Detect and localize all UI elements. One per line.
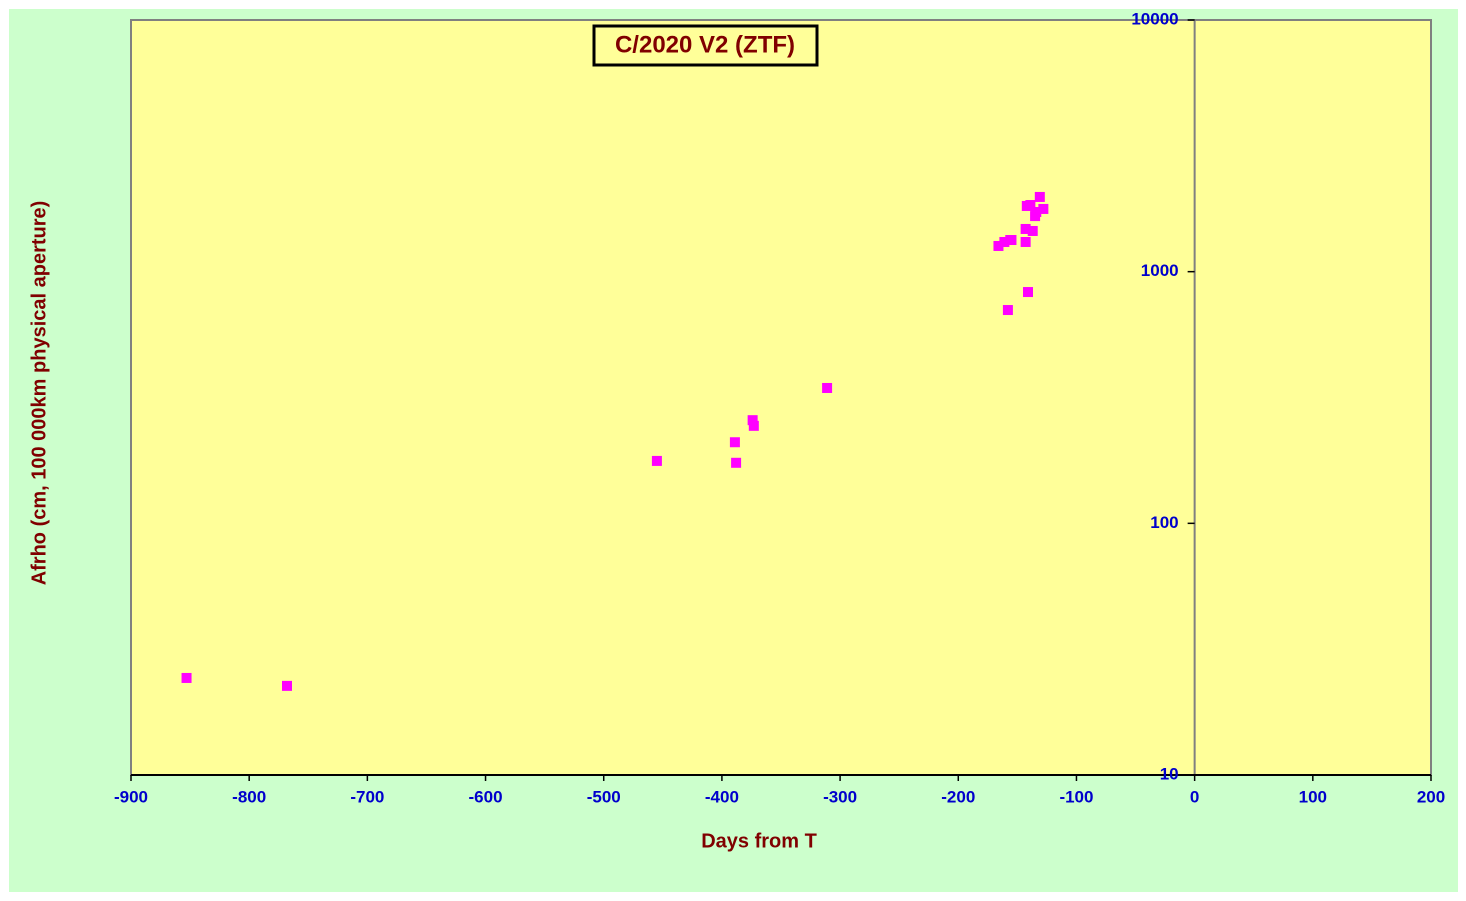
data-point xyxy=(1038,203,1049,214)
x-tick-label: 100 xyxy=(1299,787,1327,806)
data-point xyxy=(993,240,1004,251)
data-point xyxy=(1031,207,1042,218)
plot-area xyxy=(130,19,1432,776)
data-point xyxy=(1002,305,1013,316)
x-tick-label: -900 xyxy=(114,787,148,806)
data-point xyxy=(1034,191,1045,202)
y-axis-label: Afrho (cm, 100 000km physical aperture) xyxy=(28,201,50,586)
x-tick-label: -500 xyxy=(587,787,621,806)
y-tick-label: 100 xyxy=(1150,513,1178,532)
title-box xyxy=(592,24,819,67)
x-tick-label: 0 xyxy=(1190,787,1199,806)
data-point xyxy=(747,415,758,426)
data-point xyxy=(731,457,742,468)
data-point xyxy=(1027,225,1038,236)
data-point xyxy=(1020,236,1031,247)
data-point xyxy=(1020,223,1031,234)
chart-title: C/2020 V2 (ZTF) xyxy=(615,31,795,58)
data-point xyxy=(282,680,292,691)
data-point xyxy=(1006,235,1017,246)
x-axis-label: Days from T xyxy=(701,830,817,852)
data-point xyxy=(181,672,192,683)
x-tick-label: -300 xyxy=(823,787,857,806)
x-tick-label: -600 xyxy=(469,787,503,806)
data-point xyxy=(651,455,662,466)
x-tick-label: -400 xyxy=(705,787,739,806)
y-tick-label: 1000 xyxy=(1141,261,1179,280)
data-point xyxy=(1025,200,1036,211)
data-point xyxy=(999,236,1010,247)
data-point xyxy=(729,437,740,448)
x-tick-label: -100 xyxy=(1059,787,1093,806)
data-point xyxy=(1023,287,1033,298)
y-tick-label: 10 xyxy=(1160,764,1179,783)
data-point xyxy=(748,420,759,431)
y-tick-label: 10000 xyxy=(1131,9,1178,28)
x-tick-label: 200 xyxy=(1417,787,1445,806)
x-tick-label: -200 xyxy=(941,787,975,806)
data-point xyxy=(822,382,833,393)
x-tick-label: -800 xyxy=(232,787,266,806)
x-tick-label: -700 xyxy=(350,787,384,806)
